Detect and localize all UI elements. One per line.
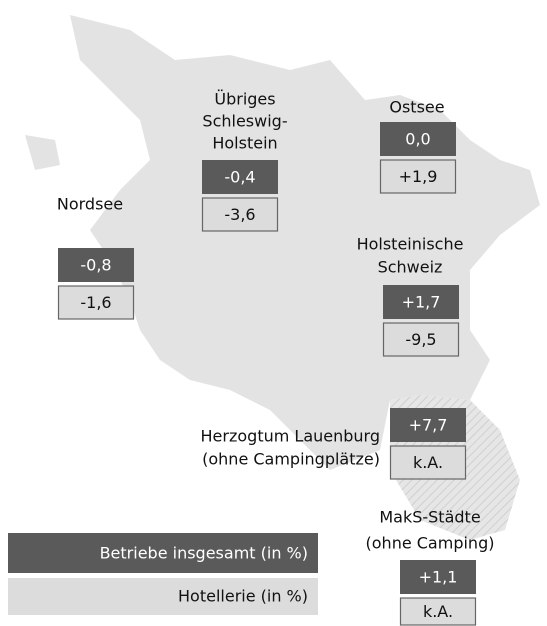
total-box	[383, 285, 459, 319]
hotel-value: -9,5	[405, 330, 436, 349]
labels: Übriges Schleswig- Holstein -0,4 -3,6 Ostsee 0…	[8, 90, 494, 626]
total-value: -0,8	[80, 256, 111, 275]
legend-hotel: Hotellerie (in %)	[178, 587, 308, 606]
region-name: Übriges	[214, 90, 275, 109]
region-name: Herzogtum Lauenburg	[201, 427, 380, 446]
region-name: Nordsee	[57, 195, 123, 214]
total-box	[400, 560, 476, 594]
legend-hotel-box	[8, 578, 318, 615]
region-name: Holsteinische	[357, 235, 464, 254]
region-name: (ohne Campingplätze)	[202, 450, 380, 469]
total-box	[202, 160, 278, 194]
region-name: Ostsee	[389, 98, 444, 117]
total-value: 0,0	[405, 130, 430, 149]
total-box	[390, 408, 466, 442]
total-value: +1,1	[419, 568, 458, 587]
region-name: MakS-Städte	[379, 508, 480, 527]
legend-total: Betriebe insgesamt (in %)	[100, 544, 308, 563]
total-value: -0,4	[224, 168, 255, 187]
hotel-box	[379, 159, 457, 194]
hotel-box	[57, 285, 135, 320]
total-box	[380, 122, 456, 156]
hotel-box	[201, 197, 279, 232]
total-value: +1,7	[402, 293, 441, 312]
island	[25, 135, 60, 170]
hotel-value: -3,6	[224, 205, 255, 224]
hotel-box	[399, 597, 477, 626]
hotel-value: k.A.	[423, 602, 453, 621]
hotel-value: -1,6	[80, 293, 111, 312]
region-name: Holstein	[212, 134, 277, 153]
hotel-box	[382, 322, 460, 357]
hotel-box	[389, 445, 467, 480]
total-box	[58, 248, 134, 282]
total-value: +7,7	[409, 416, 448, 435]
region-name: (ohne Camping)	[366, 534, 495, 553]
hotel-value: +1,9	[399, 167, 438, 186]
region-name: Schweiz	[378, 258, 443, 277]
region-name: Schleswig-	[202, 112, 287, 131]
legend-total-box	[8, 533, 318, 573]
hotel-value: k.A.	[413, 453, 443, 472]
